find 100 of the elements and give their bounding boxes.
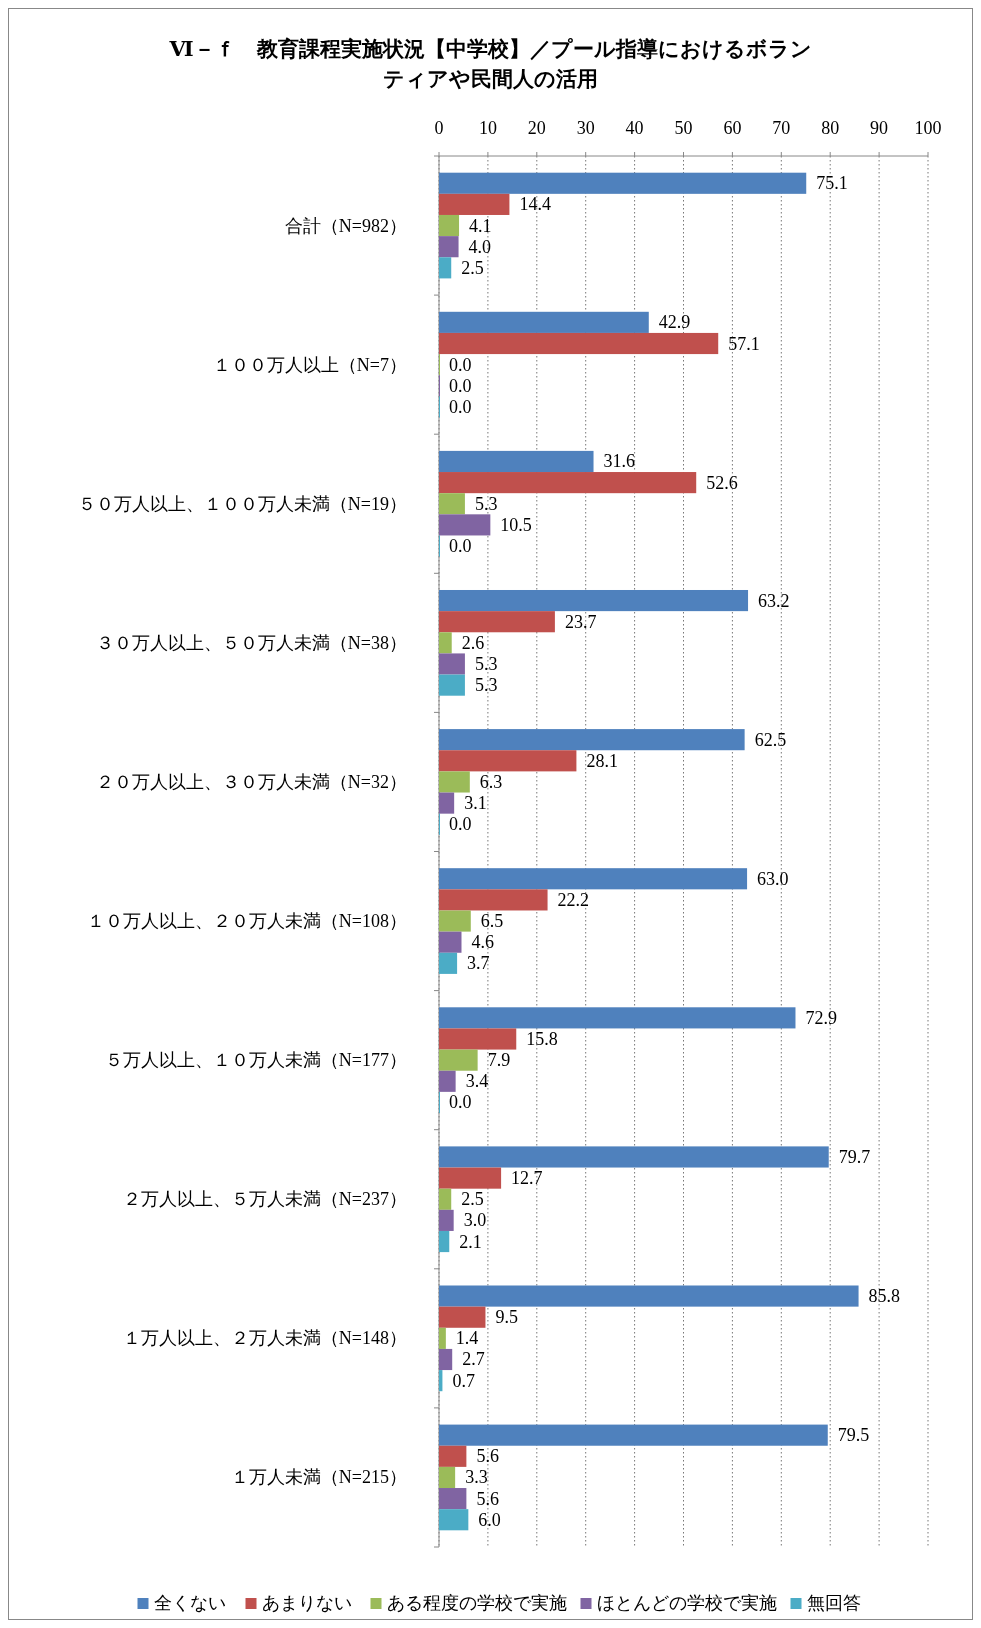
legend-label: ある程度の学校で実施 — [386, 1593, 567, 1613]
bar — [439, 1348, 453, 1371]
data-label: 79.7 — [838, 1146, 871, 1167]
data-label: 79.5 — [837, 1425, 870, 1446]
y-tick-label: ３０万人以上、５０万人未満（N=38） — [95, 632, 407, 653]
bar — [439, 611, 555, 633]
bar — [439, 653, 465, 675]
bar — [439, 1445, 467, 1467]
data-label: 0.0 — [449, 1092, 472, 1113]
data-label: 12.7 — [511, 1168, 543, 1189]
bar — [439, 771, 470, 793]
data-label: 5.6 — [476, 1446, 499, 1467]
bar — [439, 750, 577, 772]
x-tick-label: 60 — [723, 118, 742, 138]
data-label: 22.2 — [557, 889, 590, 910]
x-tick-label: 80 — [821, 118, 840, 138]
y-tick-label: １０万人以上、２０万人未満（N=108） — [86, 911, 407, 932]
y-tick-label: １万人以上、２万人未満（N=148） — [122, 1328, 407, 1349]
chart-title: Ⅵ－ｆ 教育課程実施状況【中学校】／プール指導におけるボランティアや民間人の活用 — [168, 37, 812, 91]
data-label: 6.3 — [479, 771, 503, 792]
x-tick-label: 0 — [434, 118, 444, 138]
x-tick-label: 90 — [870, 118, 889, 138]
x-tick-label: 40 — [625, 118, 644, 138]
x-tick-label: 20 — [527, 118, 546, 138]
bar — [439, 931, 462, 953]
data-label: 15.8 — [526, 1029, 558, 1050]
data-label: 0.0 — [449, 375, 472, 396]
y-tick-label: 合計（N=982） — [284, 215, 407, 236]
data-label: 2.5 — [461, 1189, 484, 1210]
data-label: 7.9 — [487, 1050, 511, 1071]
bar — [439, 1209, 454, 1231]
bar — [439, 674, 465, 696]
bar — [439, 193, 510, 215]
bar — [439, 889, 548, 911]
data-label: 5.3 — [474, 653, 498, 674]
data-label: 2.7 — [462, 1349, 485, 1370]
data-label: 5.3 — [474, 675, 498, 696]
data-label: 72.9 — [805, 1007, 837, 1028]
data-label: 3.0 — [463, 1210, 487, 1231]
x-tick-label: 10 — [478, 118, 497, 138]
bar — [439, 1488, 467, 1510]
data-label: 75.1 — [816, 173, 848, 194]
bar — [439, 729, 745, 751]
data-label: 6.5 — [480, 911, 504, 932]
bar — [439, 257, 452, 279]
legend-label: 全くない — [153, 1593, 226, 1613]
data-label: 63.0 — [757, 868, 789, 889]
bar — [439, 214, 460, 237]
bar — [439, 472, 697, 494]
bar — [439, 514, 491, 536]
data-label: 0.7 — [452, 1370, 475, 1391]
data-label: 5.6 — [476, 1488, 499, 1509]
bar — [439, 172, 807, 194]
bar — [439, 450, 594, 473]
bar — [439, 1070, 456, 1092]
bar — [439, 1049, 478, 1071]
bar — [439, 1028, 517, 1050]
x-tick-label: 30 — [576, 118, 595, 138]
bar — [439, 311, 649, 333]
data-label: 57.1 — [728, 333, 760, 354]
bar — [439, 1188, 452, 1210]
bar — [439, 910, 471, 932]
data-label: 1.4 — [455, 1328, 479, 1349]
data-label: 3.3 — [465, 1467, 488, 1488]
y-tick-label: ２万人以上、５万人未満（N=237） — [122, 1189, 407, 1210]
legend-label: あまりない — [261, 1593, 352, 1613]
data-label: 28.1 — [586, 750, 618, 771]
data-label: 63.2 — [758, 590, 790, 611]
data-label: 62.5 — [754, 729, 787, 750]
x-tick-label: 100 — [914, 118, 942, 138]
bar — [439, 1466, 456, 1489]
data-label: 4.1 — [469, 215, 492, 236]
y-tick-label: １００万人以上（N=7） — [212, 354, 407, 375]
bar — [439, 1285, 859, 1307]
legend-label: ほとんどの学校で実施 — [596, 1593, 777, 1613]
bar — [439, 332, 719, 355]
data-label: 4.0 — [468, 236, 492, 257]
data-label: 0.0 — [449, 536, 472, 557]
y-tick-label: １万人未満（N=215） — [230, 1467, 407, 1488]
bar — [439, 493, 465, 515]
data-label: 3.7 — [467, 953, 490, 974]
data-label: 14.4 — [519, 194, 551, 215]
x-tick-label: 70 — [772, 118, 791, 138]
bar — [439, 1424, 828, 1446]
y-tick-label: ５０万人以上、１００万人未満（N=19） — [77, 493, 407, 514]
data-label: 3.1 — [464, 793, 487, 814]
bar — [439, 1007, 796, 1029]
data-label: 4.6 — [471, 932, 494, 953]
bar — [439, 1230, 450, 1253]
data-label: 85.8 — [868, 1286, 901, 1307]
data-label: 42.9 — [658, 312, 691, 333]
bar — [439, 632, 452, 654]
data-label: 0.0 — [449, 354, 472, 375]
legend-label: 無回答 — [806, 1593, 861, 1613]
data-label: 9.5 — [495, 1307, 518, 1328]
data-label: 2.6 — [461, 632, 485, 653]
bar — [439, 236, 459, 258]
data-label: 23.7 — [564, 611, 597, 632]
bar — [439, 589, 749, 612]
data-label: 3.4 — [465, 1071, 489, 1092]
